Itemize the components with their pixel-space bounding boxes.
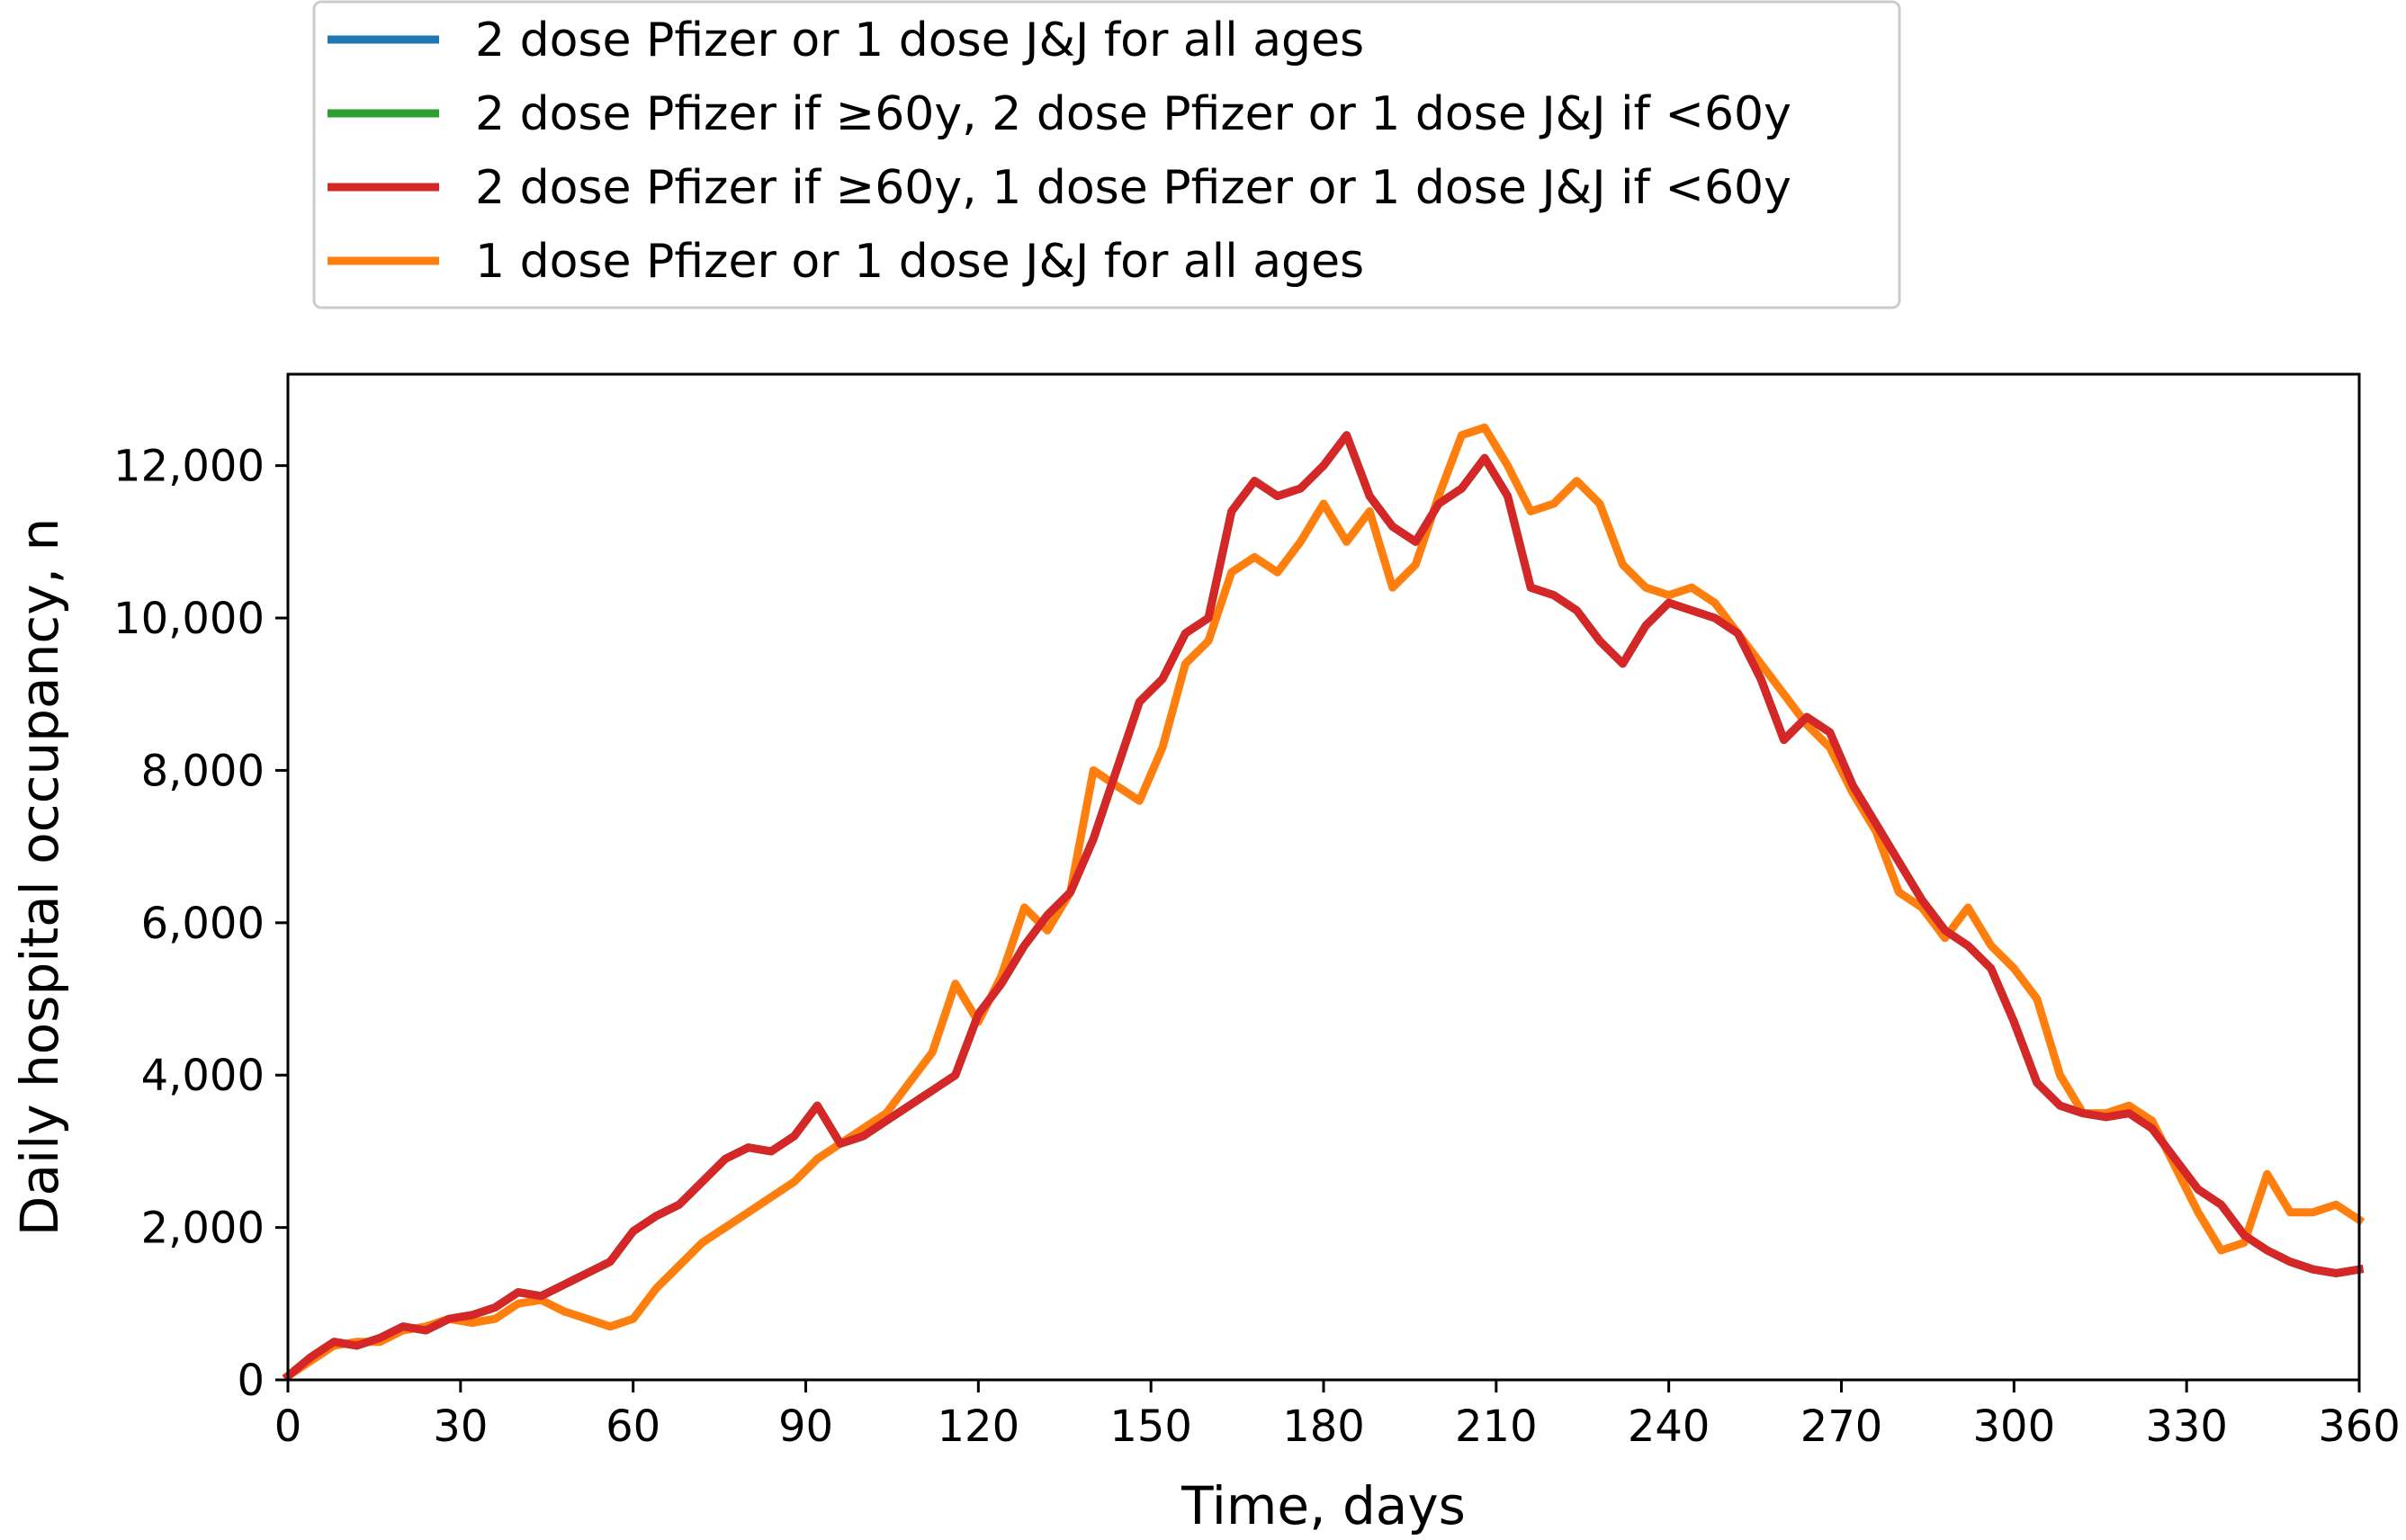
x-tick-label: 120 (938, 1401, 1020, 1452)
y-axis: 0 2,000 4,000 6,000 8,000 10,000 12,000 (113, 442, 288, 1406)
y-tick-label: 4,000 (141, 1051, 265, 1101)
legend-label-4: 1 dose Pfizer or 1 dose J&J for all ages (475, 235, 1364, 289)
x-tick-label: 300 (1973, 1401, 2056, 1452)
legend-label-1: 2 dose Pfizer or 1 dose J&J for all ages (475, 13, 1364, 67)
y-tick-label: 6,000 (141, 899, 265, 949)
y-tick-label: 2,000 (141, 1204, 265, 1254)
legend-box (312, 0, 1901, 309)
x-tick-label: 0 (274, 1401, 302, 1452)
x-tick-label: 240 (1628, 1401, 1710, 1452)
x-tick-label: 360 (2318, 1401, 2401, 1452)
x-tick-label: 330 (2145, 1401, 2228, 1452)
series-line-2 (282, 431, 2365, 1383)
x-tick-label: 150 (1109, 1401, 1192, 1452)
x-tick-label: 210 (1455, 1401, 1538, 1452)
legend: 2 dose Pfizer or 1 dose J&J for all ages… (312, 0, 1901, 309)
y-axis-label: Daily hospital occupancy, n (9, 518, 70, 1236)
x-tick-label: 180 (1282, 1401, 1365, 1452)
y-tick-label: 10,000 (113, 594, 265, 644)
series-line-3 (282, 431, 2365, 1383)
x-tick-label: 90 (778, 1401, 833, 1452)
plot-lines (282, 423, 2366, 1383)
plot-frame (286, 372, 2361, 1382)
x-tick-label: 270 (1800, 1401, 1883, 1452)
x-axis-label: Time, days (1181, 1475, 1466, 1536)
legend-label-2: 2 dose Pfizer if ≥60y, 2 dose Pfizer or … (475, 87, 1791, 141)
series-line-4 (282, 423, 2366, 1383)
x-axis: 0 30 60 90 120 150 180 210 240 270 300 330 360 (274, 1380, 2401, 1452)
legend-label-3: 2 dose Pfizer if ≥60y, 1 dose Pfizer or … (475, 161, 1791, 215)
y-tick-label: 8,000 (141, 746, 265, 796)
y-tick-label: 12,000 (113, 442, 265, 492)
x-tick-label: 30 (433, 1401, 488, 1452)
y-tick-label: 0 (237, 1356, 265, 1406)
x-tick-label: 60 (606, 1401, 660, 1452)
series-line-1 (282, 431, 2365, 1383)
